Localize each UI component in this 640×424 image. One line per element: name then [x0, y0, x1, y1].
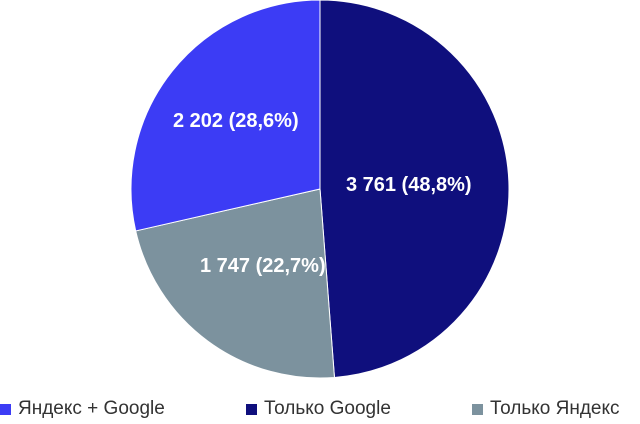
legend-label: Только Яндекс [490, 398, 620, 419]
slice-only-google [319, 0, 510, 378]
data-label-yandex-google: 2 202 (28,6%) [173, 110, 299, 132]
pie-chart-canvas: 3 761 (48,8%) 1 747 (22,7%) 2 202 (28,6%) [130, 0, 510, 379]
legend-label: Только Google [264, 398, 391, 419]
data-label-only-yandex: 1 747 (22,7%) [200, 255, 326, 277]
legend-swatch [246, 403, 257, 415]
chart-legend: Яндекс + Google Только Google Только Янд… [0, 398, 640, 424]
legend-item-only-google: Только Google [246, 398, 391, 420]
legend-item-only-yandex: Только Яндекс [472, 398, 620, 420]
legend-item-yandex-google: Яндекс + Google [0, 398, 165, 420]
slice-only-yandex [135, 188, 336, 379]
legend-label: Яндекс + Google [18, 398, 165, 419]
data-label-only-google: 3 761 (48,8%) [346, 174, 472, 196]
slice-yandex-google [130, 0, 321, 232]
legend-swatch [472, 403, 483, 415]
legend-swatch [0, 403, 11, 415]
